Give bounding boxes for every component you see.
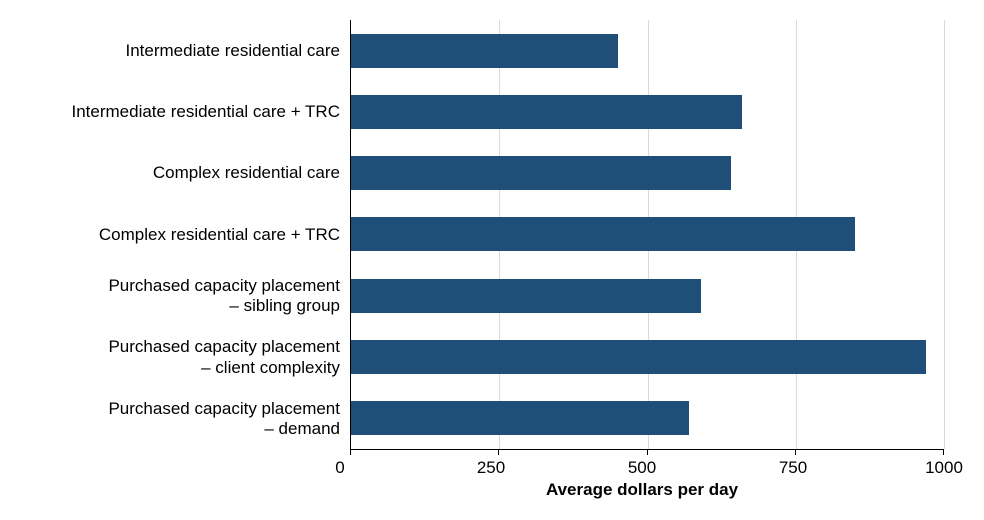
bar (351, 401, 689, 435)
category-label: Intermediate residential care + TRC (20, 81, 340, 142)
bar-row (351, 20, 944, 81)
category-label: Intermediate residential care (20, 20, 340, 81)
x-tick-label: 0 (335, 458, 344, 478)
bar (351, 217, 855, 251)
bar-row (351, 265, 944, 326)
bar-row (351, 204, 944, 265)
chart-area: Intermediate residential careIntermediat… (20, 20, 944, 450)
x-tick-label: 500 (628, 458, 656, 478)
category-label: Purchased capacity placement– sibling gr… (20, 266, 340, 327)
bar-row (351, 326, 944, 387)
bars (351, 20, 944, 449)
category-label: Purchased capacity placement– demand (20, 389, 340, 450)
category-label: Purchased capacity placement– client com… (20, 327, 340, 388)
x-tick-label: 1000 (925, 458, 963, 478)
bar (351, 95, 742, 129)
bar-row (351, 81, 944, 142)
bar (351, 340, 926, 374)
x-axis-label: Average dollars per day (340, 480, 944, 500)
category-labels: Intermediate residential careIntermediat… (20, 20, 350, 450)
hbar-chart: Intermediate residential careIntermediat… (0, 0, 984, 520)
bar (351, 279, 701, 313)
x-tick-label: 250 (477, 458, 505, 478)
bar-row (351, 143, 944, 204)
bar (351, 156, 731, 190)
category-label: Complex residential care (20, 143, 340, 204)
bar-row (351, 388, 944, 449)
x-tick-label: 750 (779, 458, 807, 478)
category-label: Complex residential care + TRC (20, 204, 340, 265)
x-tick-labels: 02505007501000 (340, 452, 944, 476)
bar (351, 34, 618, 68)
plot-area (350, 20, 944, 450)
